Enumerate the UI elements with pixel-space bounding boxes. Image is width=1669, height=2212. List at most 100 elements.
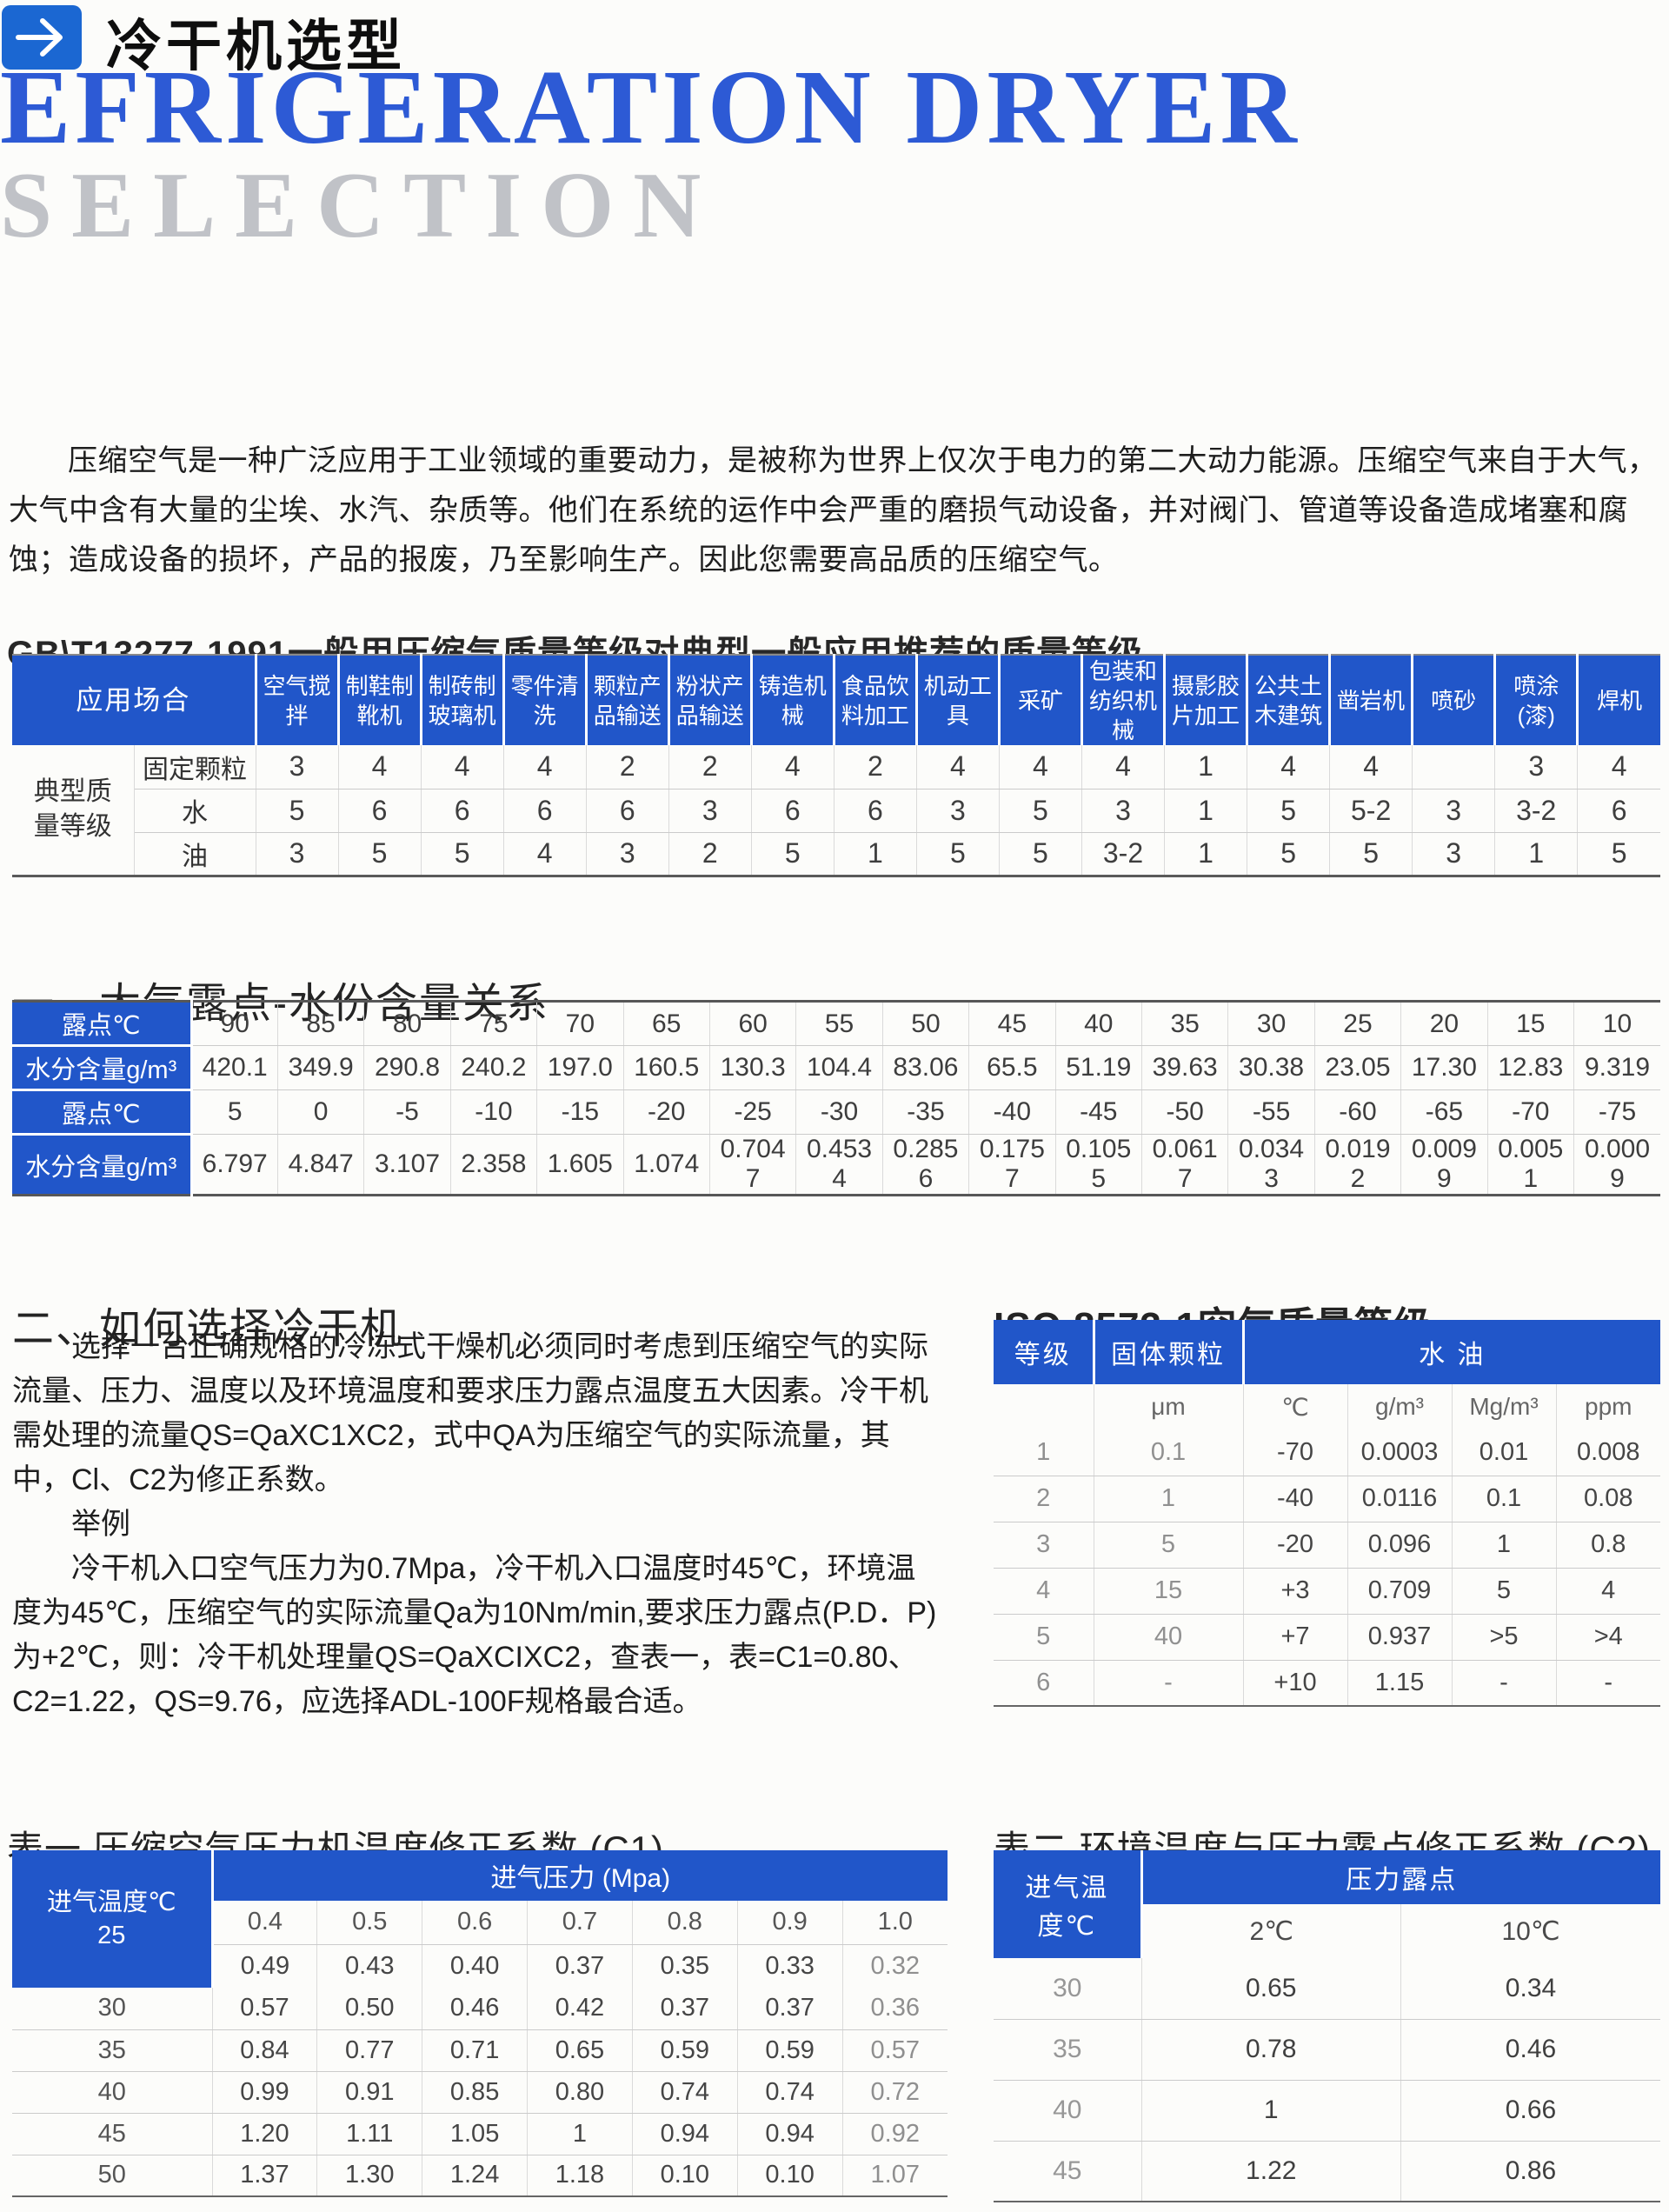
gb-column-header: 采矿 — [999, 655, 1083, 745]
iso-cell: +3 — [1243, 1568, 1348, 1615]
iso-unit-header: Mg/m³ — [1452, 1384, 1557, 1429]
c1-row-label: 50 — [12, 2155, 213, 2196]
c1-pressure-value: 0.9 — [737, 1901, 843, 1945]
c2-cell: 1 — [1141, 2080, 1401, 2142]
c1-cell: 0.50 — [316, 1988, 423, 2030]
iso-cell: 4 — [994, 1568, 1094, 1615]
dew-cell: -75 — [1573, 1089, 1660, 1135]
c1-cell: 0.36 — [842, 1988, 948, 2030]
c1-cell: 0.57 — [842, 2029, 948, 2072]
section2-example-label: 举例 — [71, 1508, 130, 1541]
dew-cell: -40 — [968, 1089, 1056, 1135]
gb-cell: 1 — [1164, 789, 1248, 833]
iso-cell: 0.937 — [1347, 1614, 1453, 1661]
gb-cell: 3 — [1412, 832, 1496, 876]
gb-column-header: 铸造机械 — [751, 655, 835, 745]
c1-cell: 1.07 — [870, 2161, 920, 2189]
dew-cell: 0.0617 — [1141, 1134, 1229, 1196]
dew-cell: 70 — [536, 1001, 624, 1046]
dew-cell: 0.0009 — [1584, 1135, 1651, 1193]
c1-pressure-value: 0.6 — [422, 1901, 529, 1945]
iso-cell: 1.15 — [1347, 1660, 1453, 1706]
dew-cell: -20 — [623, 1089, 710, 1135]
iso-cell: 0.0003 — [1347, 1429, 1453, 1476]
gb-row-group-label: 典型质量等级 — [12, 745, 135, 876]
c2-table-row: 35 0.78 0.46 — [994, 2019, 1660, 2081]
gb-cell: 3 — [586, 832, 669, 876]
c1-cell: 0.37 — [632, 1988, 738, 2030]
dew-cell: 45 — [968, 1001, 1056, 1046]
iso-cell: 1 — [994, 1429, 1094, 1476]
gb-cell: 6 — [834, 789, 917, 833]
dew-cell: -35 — [882, 1089, 970, 1135]
c1-pressure-value: 0.7 — [527, 1901, 633, 1945]
dewpoint-table: 露点℃ 90 85 80 75 70 65 60 55 50 45 40 35 30 25 20 15 10 水分含… — [12, 1000, 1660, 1196]
c2-row-label: 30 — [994, 1958, 1142, 2020]
gb-cell: 6 — [586, 789, 669, 833]
c1-row-label: 40 — [12, 2071, 213, 2114]
iso-cell: - — [1452, 1660, 1557, 1706]
iso-cell: 0.709 — [1347, 1568, 1453, 1615]
dew-cell: 65 — [623, 1001, 710, 1046]
gb-column-header: 包装和纺织机械 — [1081, 655, 1167, 745]
gb-row-label: 固定颗粒 — [134, 745, 256, 790]
gb-cell: 5 — [999, 832, 1082, 876]
c1-cell: 0.37 — [737, 1988, 843, 2030]
c1-table-row: 35 0.84 0.77 0.71 0.65 0.59 0.59 0.57 — [12, 2029, 948, 2072]
dew-cell: 349.9 — [277, 1045, 365, 1090]
gb-cell: 5 — [1329, 832, 1413, 876]
dew-table-row: 露点℃ 5 0 -5 -10 -15 -20 -25 -30 -35 -40 -45 -50 -55 -60… — [12, 1089, 1660, 1136]
c2-row-label: 45 — [994, 2141, 1142, 2202]
c2-table-row: 40 1 0.66 — [994, 2080, 1660, 2142]
gb-cell: 3 — [256, 832, 339, 876]
c2-cell: 0.66 — [1400, 2080, 1660, 2142]
c1-cell: 0.84 — [212, 2029, 318, 2072]
gb-column-header: 食品饮料加工 — [834, 655, 918, 745]
gb-corner-label: 应用场合 — [12, 655, 257, 745]
dew-cell: 104.4 — [795, 1045, 883, 1090]
gb-cell: 4 — [1329, 745, 1413, 790]
iso-cell: 6 — [994, 1660, 1094, 1706]
dew-cell: 17.30 — [1400, 1045, 1488, 1090]
gb-cell: 4 — [999, 745, 1082, 790]
iso-cell: 0.08 — [1556, 1476, 1660, 1522]
gb-column-header: 喷涂(漆) — [1494, 655, 1579, 745]
iso-table-row: 1 0.1 -70 0.0003 0.01 0.008 — [994, 1429, 1660, 1476]
c1-row-label: 30 — [12, 1988, 213, 2030]
dew-cell: 0.7047 — [709, 1134, 797, 1196]
gb-cell: 4 — [503, 832, 587, 876]
gb-cell: 3 — [256, 745, 339, 790]
gb-cell — [1412, 745, 1496, 790]
dew-cell: 35 — [1141, 1001, 1229, 1046]
c1-cell: 0.92 — [842, 2113, 948, 2155]
c1-pressure-value: 0.4 — [212, 1901, 318, 1945]
c2-dewpoint-header: 10℃ — [1501, 1916, 1560, 1946]
gb-table-row: 油 3 5 5 4 3 2 5 1 5 5 3-2 1 5 5 3 1 5 — [12, 832, 1660, 876]
intro-paragraph: 压缩空气是一种广泛应用于工业领域的重要动力，是被称为世界上仅次于电力的第二大动力… — [9, 444, 1658, 576]
iso-cell: -40 — [1243, 1476, 1348, 1522]
iso-table-row: 5 40 +7 0.937 >5 >4 — [994, 1614, 1660, 1661]
dew-cell: -50 — [1141, 1089, 1229, 1135]
dew-cell: 12.83 — [1487, 1045, 1575, 1090]
iso-cell: 2 — [994, 1476, 1094, 1522]
dew-cell: 0.0099 — [1400, 1134, 1488, 1196]
iso-cell: 4 — [1556, 1568, 1660, 1615]
dew-row-label: 露点℃ — [12, 1089, 193, 1136]
iso-cell: 5 — [1094, 1522, 1244, 1569]
iso-cell: >4 — [1556, 1614, 1660, 1661]
dew-cell: 15 — [1487, 1001, 1575, 1046]
gb-cell: 4 — [1577, 745, 1660, 790]
dew-cell: 83.06 — [882, 1045, 970, 1090]
iso-cell: - — [1094, 1660, 1244, 1706]
dew-cell: 1.605 — [536, 1134, 624, 1196]
c1-cell: 0.35 — [632, 1944, 738, 1988]
iso-unit-header: μm — [1094, 1384, 1244, 1429]
gb-cell: 6 — [503, 789, 587, 833]
c1-table-row: 40 0.99 0.91 0.85 0.80 0.74 0.74 0.72 — [12, 2071, 948, 2114]
c1-cell: 0.10 — [737, 2155, 843, 2196]
iso-cell: -70 — [1243, 1429, 1348, 1476]
c2-cell: 1.22 — [1141, 2141, 1401, 2202]
dew-cell: 4.847 — [277, 1134, 365, 1196]
iso-unit-header: ppm — [1585, 1393, 1632, 1420]
dew-cell: 197.0 — [536, 1045, 624, 1090]
